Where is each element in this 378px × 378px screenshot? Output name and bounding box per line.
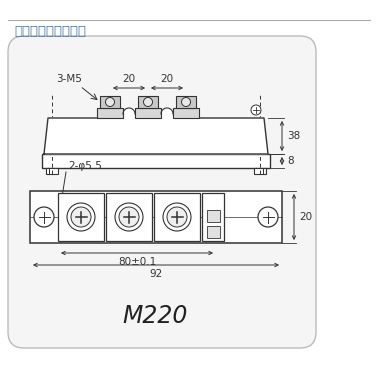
Bar xyxy=(58,193,104,241)
Bar xyxy=(206,226,220,238)
Polygon shape xyxy=(44,118,268,154)
Bar xyxy=(138,96,158,108)
Circle shape xyxy=(119,207,139,227)
Bar xyxy=(30,191,282,243)
Bar xyxy=(106,193,152,241)
Circle shape xyxy=(163,203,191,231)
Text: 38: 38 xyxy=(287,131,300,141)
Text: 80±0.1: 80±0.1 xyxy=(118,257,156,267)
Circle shape xyxy=(167,207,187,227)
Circle shape xyxy=(181,98,191,107)
Bar xyxy=(154,193,200,241)
Circle shape xyxy=(67,203,95,231)
Bar xyxy=(100,96,120,108)
Circle shape xyxy=(34,207,54,227)
Bar xyxy=(206,210,220,222)
Bar xyxy=(97,108,123,118)
Bar xyxy=(254,168,266,174)
Circle shape xyxy=(258,207,278,227)
Text: 3-M5: 3-M5 xyxy=(56,74,82,84)
FancyBboxPatch shape xyxy=(8,36,316,348)
Text: 模塊外型圖、安裝圖: 模塊外型圖、安裝圖 xyxy=(14,25,86,38)
Circle shape xyxy=(105,98,115,107)
Circle shape xyxy=(251,105,261,115)
Bar xyxy=(42,154,270,168)
Circle shape xyxy=(71,207,91,227)
Bar xyxy=(176,96,196,108)
Bar xyxy=(46,168,58,174)
Circle shape xyxy=(144,98,152,107)
Circle shape xyxy=(115,203,143,231)
Bar xyxy=(173,108,199,118)
Text: 20: 20 xyxy=(160,74,174,84)
Text: 8: 8 xyxy=(287,156,294,166)
Text: 92: 92 xyxy=(149,269,163,279)
Text: 20: 20 xyxy=(299,212,312,222)
Bar xyxy=(202,193,224,241)
Text: 20: 20 xyxy=(122,74,136,84)
Text: M220: M220 xyxy=(122,304,188,328)
Bar xyxy=(135,108,161,118)
Text: 2-φ5.5: 2-φ5.5 xyxy=(68,161,102,171)
